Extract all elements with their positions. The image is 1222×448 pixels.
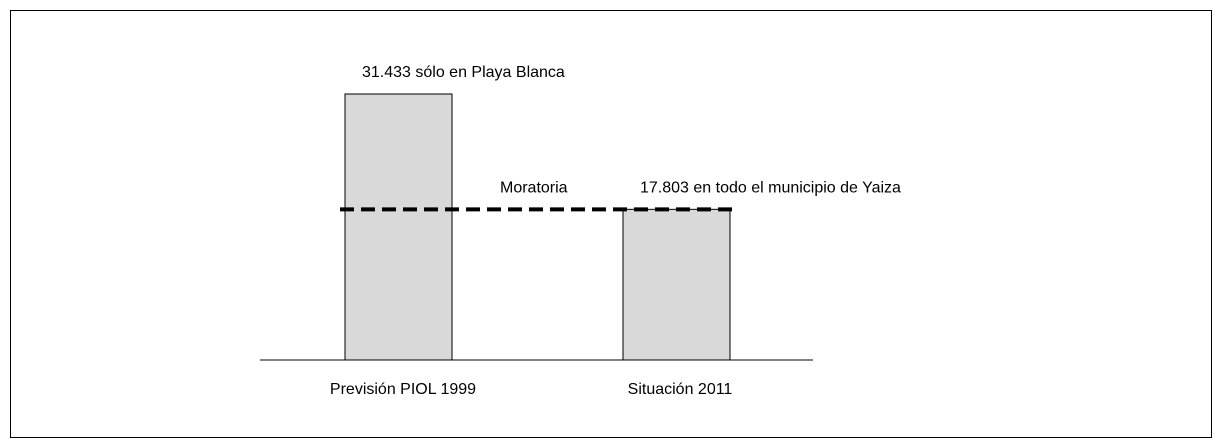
bar xyxy=(622,208,731,361)
frame xyxy=(10,10,1212,438)
x-tick-label: Situación 2011 xyxy=(628,381,733,398)
x-tick-label: Previsión PIOL 1999 xyxy=(330,381,476,398)
value-label: 31.433 sólo en Playa Blanca xyxy=(362,64,565,81)
annotation: Moratoria xyxy=(500,180,568,197)
value-label: 17.803 en todo el municipio de Yaiza xyxy=(640,180,901,197)
bar xyxy=(344,93,453,361)
